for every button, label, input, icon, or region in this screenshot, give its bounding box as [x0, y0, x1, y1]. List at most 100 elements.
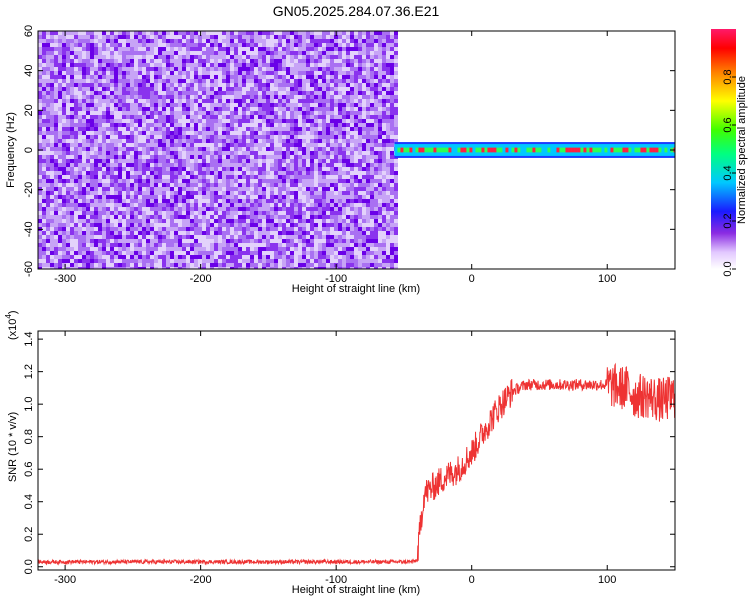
- spectrogram-cell: [58, 95, 62, 99]
- spectrogram-cell: [218, 255, 222, 259]
- spectrogram-cell: [138, 87, 142, 91]
- spectrogram-cell: [210, 131, 214, 135]
- spectrogram-cell: [50, 35, 54, 39]
- spectrogram-cell: [58, 187, 62, 191]
- spectrogram-cell: [202, 155, 206, 159]
- spectrogram-cell: [118, 255, 122, 259]
- spectrogram-cell: [50, 183, 54, 187]
- spectrogram-cell: [266, 95, 270, 99]
- spectrogram-cell: [150, 95, 154, 99]
- spectrogram-cell: [326, 175, 330, 179]
- spectrogram-cell: [86, 159, 90, 163]
- spectrogram-cell: [262, 107, 266, 111]
- spectrogram-cell: [82, 47, 86, 51]
- spectrogram-cell: [250, 215, 254, 219]
- spectrogram-cell: [338, 183, 342, 187]
- spectrogram-cell: [58, 31, 62, 35]
- spectrogram-cell: [362, 191, 366, 195]
- spectrogram-cell: [110, 171, 114, 175]
- spectrogram-cell: [50, 147, 54, 151]
- spectrogram-cell: [90, 63, 94, 67]
- spectrogram-cell: [198, 91, 202, 95]
- spectrogram-cell: [130, 63, 134, 67]
- spectrogram-cell: [334, 59, 338, 63]
- spectrogram-cell: [242, 123, 246, 127]
- spectrogram-cell: [270, 199, 274, 203]
- spectrogram-cell: [62, 91, 66, 95]
- spectrogram-cell: [106, 63, 110, 67]
- spectrogram-cell: [250, 55, 254, 59]
- spectrogram-cell: [46, 171, 50, 175]
- spectrogram-cell: [358, 247, 362, 251]
- spectrogram-cell: [306, 79, 310, 83]
- spectrogram-cell: [94, 39, 98, 43]
- spectrogram-cell: [342, 99, 346, 103]
- spectrogram-cell: [250, 131, 254, 135]
- spectrogram-cell: [314, 191, 318, 195]
- spectrogram-cell: [122, 187, 126, 191]
- spectrogram-cell: [250, 83, 254, 87]
- spectrogram-cell: [86, 215, 90, 219]
- spectrogram-cell: [110, 247, 114, 251]
- spectrogram-cell: [262, 111, 266, 115]
- spectrogram-cell: [134, 207, 138, 211]
- spectrogram-cell: [66, 247, 70, 251]
- spectrogram-cell: [54, 83, 58, 87]
- spectrogram-cell: [318, 175, 322, 179]
- spectrogram-cell: [218, 171, 222, 175]
- spectrogram-cell: [270, 143, 274, 147]
- spectrogram-cell: [262, 183, 266, 187]
- spectrogram-cell: [318, 131, 322, 135]
- spectrogram-cell: [242, 231, 246, 235]
- spectrogram-cell: [38, 51, 42, 55]
- spectrogram-cell: [38, 199, 42, 203]
- spectrogram-cell: [74, 231, 78, 235]
- spectrogram-cell: [70, 31, 74, 35]
- spectrogram-cell: [46, 143, 50, 147]
- spectrogram-cell: [282, 231, 286, 235]
- spectrogram-cell: [90, 151, 94, 155]
- spectrogram-cell: [174, 227, 178, 231]
- spectrogram-cell: [214, 127, 218, 131]
- spectrogram-cell: [266, 123, 270, 127]
- spectrogram-cell: [154, 183, 158, 187]
- spectrogram-cell: [70, 99, 74, 103]
- spectrogram-cell: [366, 259, 370, 263]
- spectrogram-cell: [214, 263, 218, 267]
- spectrogram-cell: [366, 247, 370, 251]
- spectrogram-cell: [206, 47, 210, 51]
- spectrogram-cell: [122, 99, 126, 103]
- spectrogram-cell: [174, 243, 178, 247]
- spectrogram-cell: [298, 91, 302, 95]
- spectrogram-cell: [314, 259, 318, 263]
- spectrogram-cell: [126, 31, 130, 35]
- spectrogram-cell: [166, 203, 170, 207]
- spectrogram-cell: [178, 223, 182, 227]
- spectrogram-cell: [282, 191, 286, 195]
- spectrogram-cell: [306, 139, 310, 143]
- spectrogram-cell: [218, 83, 222, 87]
- spectrogram-cell: [154, 51, 158, 55]
- spectrogram-cell: [266, 239, 270, 243]
- spectrogram-cell: [266, 47, 270, 51]
- spectrogram-cell: [246, 159, 250, 163]
- spectrogram-cell: [290, 83, 294, 87]
- spectrogram-cell: [362, 263, 366, 267]
- spectrogram-cell: [186, 91, 190, 95]
- spectrogram-cell: [194, 71, 198, 75]
- spectrogram-cell: [130, 95, 134, 99]
- spectrogram-cell: [286, 199, 290, 203]
- spectrogram-cell: [266, 247, 270, 251]
- spectrogram-cell: [174, 39, 178, 43]
- spectrogram-cell: [142, 143, 146, 147]
- spectrogram-cell: [262, 267, 266, 269]
- spectrogram-cell: [162, 235, 166, 239]
- spectrogram-cell: [342, 111, 346, 115]
- spectrogram-cell: [134, 147, 138, 151]
- spectrogram-cell: [194, 87, 198, 91]
- spectrogram-cell: [118, 55, 122, 59]
- spectrogram-cell: [202, 127, 206, 131]
- spectrogram-cell: [90, 211, 94, 215]
- spectrogram-cell: [178, 75, 182, 79]
- spectrogram-cell: [274, 67, 278, 71]
